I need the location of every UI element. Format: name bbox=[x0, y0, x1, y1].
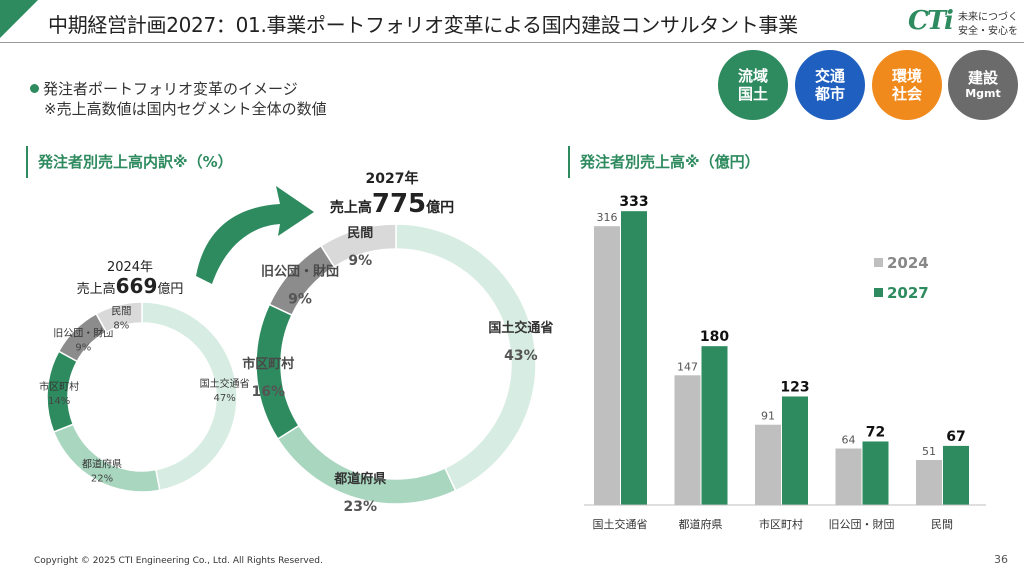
data-label-2027: 123 bbox=[780, 379, 809, 395]
business-category-pills: 流域 国土 交通 都市 環境 社会 建設 Mgmt bbox=[718, 50, 1018, 120]
donut-category-label: 民間 bbox=[347, 226, 373, 241]
logo-tagline-2: 安全・安心を bbox=[958, 26, 1018, 37]
page-title: 中期経営計画2027：01.事業ポートフォリオ変革による国内建設コンサルタント事… bbox=[48, 13, 798, 37]
donut-percent-label: 14% bbox=[48, 396, 70, 407]
legend-swatch-2024 bbox=[874, 258, 883, 267]
data-label-2024: 64 bbox=[842, 434, 856, 447]
x-tick-label: 市区町村 bbox=[759, 517, 803, 531]
donut-category-label: 市区町村 bbox=[242, 356, 294, 372]
large-donut-year: 2027年 bbox=[366, 170, 419, 187]
title-divider bbox=[0, 42, 1024, 43]
title-bar: 中期経営計画2027：01.事業ポートフォリオ変革による国内建設コンサルタント事… bbox=[0, 0, 1024, 44]
donut-category-label: 国土交通省 bbox=[200, 377, 250, 390]
intro-bullet: 発注者ポートフォリオ変革のイメージ bbox=[30, 78, 298, 99]
bar-2024 bbox=[674, 375, 701, 505]
x-tick-label: 旧公団・財団 bbox=[829, 517, 895, 531]
donut-percent-label: 9% bbox=[75, 342, 91, 353]
data-label-2024: 316 bbox=[597, 211, 618, 224]
pill-line1: 流域 bbox=[737, 67, 768, 85]
pill-line1: 交通 bbox=[814, 67, 845, 85]
bar-2024 bbox=[835, 448, 862, 505]
bar-2027 bbox=[701, 346, 728, 505]
title-accent-triangle bbox=[0, 0, 38, 38]
pill-line1: 環境 bbox=[891, 67, 922, 85]
section-heading-ratio: 発注者別売上高内訳※（%） bbox=[26, 146, 233, 178]
x-tick-label: 国土交通省 bbox=[593, 517, 648, 531]
data-label-2027: 72 bbox=[866, 424, 885, 440]
data-label-2027: 333 bbox=[619, 194, 648, 210]
donut-percent-label: 9% bbox=[288, 291, 312, 307]
donut-slice bbox=[95, 301, 143, 334]
logo-tagline-1: 未来につづく bbox=[958, 12, 1018, 23]
bar-2027 bbox=[862, 441, 889, 505]
donut-percent-label: 22% bbox=[91, 474, 113, 485]
legend-swatch-2027 bbox=[874, 288, 883, 297]
small-donut-total: 売上高669億円 bbox=[77, 274, 184, 298]
copyright: Copyright © 2025 CTI Engineering Co., Lt… bbox=[34, 556, 323, 566]
pill-line1: 建設 bbox=[967, 69, 998, 88]
donut-category-label: 都道府県 bbox=[82, 458, 122, 471]
pill-line2: 都市 bbox=[814, 85, 845, 103]
bar-2024 bbox=[594, 226, 620, 506]
donut-percent-label: 9% bbox=[348, 253, 372, 269]
donut-percent-label: 8% bbox=[113, 321, 129, 332]
donut-percent-label: 16% bbox=[251, 384, 285, 400]
large-donut-total: 売上高775億円 bbox=[330, 189, 454, 219]
small-donut-year: 2024年 bbox=[107, 260, 153, 275]
donut-slice bbox=[276, 424, 457, 505]
intro-bullet-text: 発注者ポートフォリオ変革のイメージ bbox=[43, 80, 298, 98]
intro-note: ※売上高数値は国内セグメント全体の数値 bbox=[44, 100, 327, 118]
page-number: 36 bbox=[994, 553, 1008, 566]
donut-percent-label: 23% bbox=[344, 499, 378, 515]
bar-2024 bbox=[755, 424, 781, 505]
section-heading-sales: 発注者別売上高※（億円） bbox=[568, 146, 760, 178]
donut-category-label: 国土交通省 bbox=[488, 320, 553, 336]
data-label-2027: 67 bbox=[946, 429, 965, 445]
donut-percent-label: 43% bbox=[504, 348, 538, 364]
growth-arrow-icon bbox=[196, 186, 314, 284]
donut-category-label: 旧公団・財団 bbox=[261, 263, 339, 279]
logo-mark: CTi bbox=[908, 6, 954, 36]
donut-slice bbox=[319, 223, 397, 268]
company-logo: CTi 未来につづく 安全・安心を bbox=[908, 6, 1020, 38]
bar-2027 bbox=[621, 211, 647, 506]
donut-category-label: 都道府県 bbox=[333, 471, 386, 487]
legend-label-2024: 2024 bbox=[887, 254, 929, 272]
pill-line2: Mgmt bbox=[965, 87, 1001, 101]
pill-kotsu-toshi: 交通 都市 bbox=[795, 50, 865, 120]
data-label-2024: 147 bbox=[677, 360, 698, 373]
donut-category-label: 民間 bbox=[111, 306, 131, 318]
pill-ryuiki-kokudo: 流域 国土 bbox=[718, 50, 788, 120]
data-label-2024: 91 bbox=[761, 410, 775, 423]
pill-kensetsu-mgmt: 建設 Mgmt bbox=[948, 50, 1018, 120]
bar-2027 bbox=[943, 445, 969, 505]
legend-label-2027: 2027 bbox=[887, 284, 929, 302]
bar-2024 bbox=[916, 460, 942, 505]
donut-category-label: 旧公団・財団 bbox=[53, 326, 113, 339]
x-tick-label: 都道府県 bbox=[679, 517, 723, 531]
pill-line2: 国土 bbox=[737, 85, 768, 103]
bar-2027 bbox=[782, 396, 808, 505]
pill-kankyo-shakai: 環境 社会 bbox=[872, 50, 942, 120]
data-label-2027: 180 bbox=[700, 329, 729, 345]
pill-line2: 社会 bbox=[891, 85, 922, 103]
bullet-dot-icon bbox=[30, 84, 39, 93]
data-label-2024: 51 bbox=[922, 445, 936, 458]
donut-category-label: 市区町村 bbox=[39, 380, 79, 393]
donut-percent-label: 47% bbox=[214, 393, 236, 404]
x-tick-label: 民間 bbox=[931, 518, 953, 531]
